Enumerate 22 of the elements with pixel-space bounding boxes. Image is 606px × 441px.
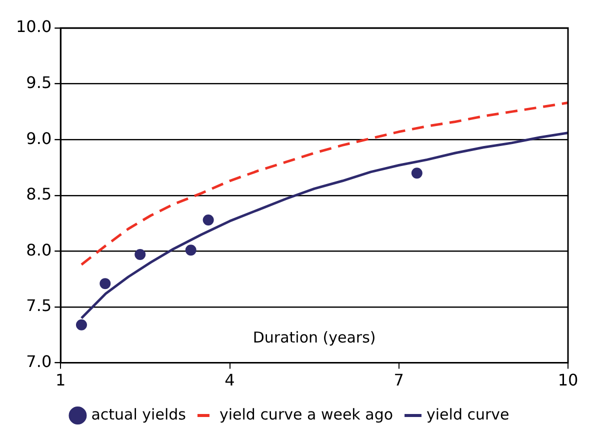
y-tick-label: 9.5 (26, 72, 52, 92)
y-tick-label: 7.0 (26, 352, 52, 371)
x-tick-label: 4 (224, 370, 235, 390)
x-axis-title: Duration (years) (252, 328, 376, 347)
point (411, 168, 422, 179)
y-tick-label: 8.5 (26, 184, 52, 204)
point (185, 244, 196, 256)
legend-label: actual yields (91, 405, 186, 424)
y-tick-label: 7.5 (26, 296, 52, 316)
line-series (80, 102, 568, 266)
y-tick-label: 10.0 (16, 17, 52, 36)
x-tick-label: 10 (558, 370, 578, 390)
point (100, 278, 111, 290)
point (76, 319, 87, 330)
legend-label: yield curve a week ago (219, 405, 394, 424)
point (202, 214, 214, 226)
x-tick-label: 1 (56, 370, 66, 390)
point (134, 249, 146, 260)
y-tick-label: 9.0 (26, 128, 52, 148)
y-tick-label: 8.0 (26, 240, 52, 260)
x-tick-label: 7 (394, 370, 404, 390)
legend-label: yield curve (426, 405, 510, 424)
